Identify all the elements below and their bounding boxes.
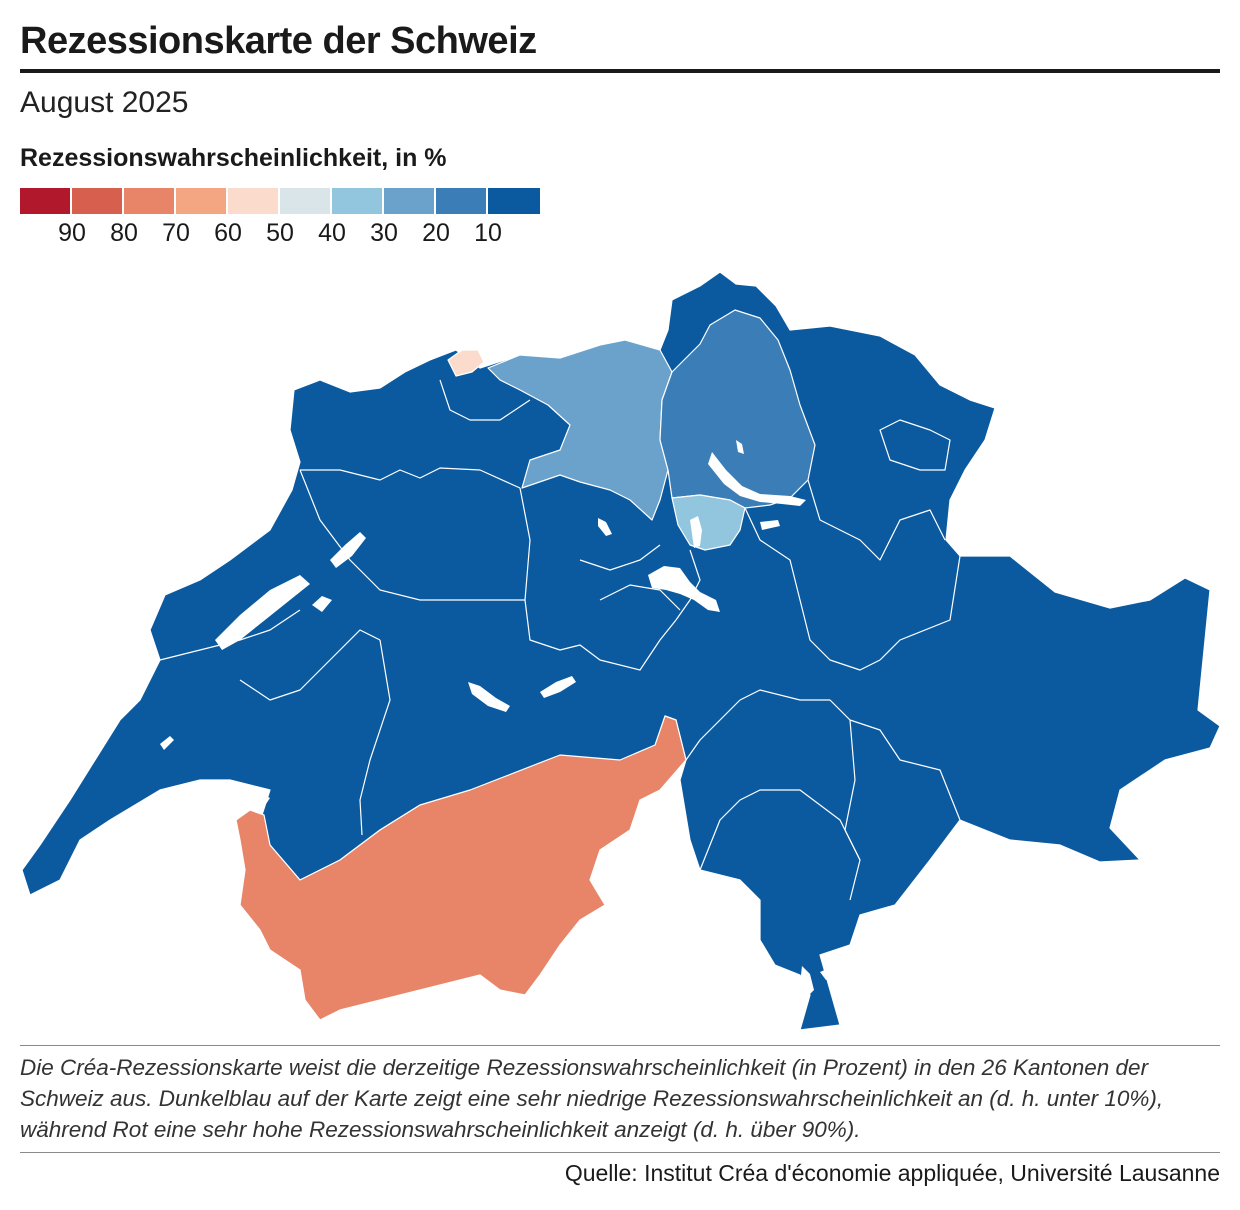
legend-swatch-10-20 <box>436 188 488 214</box>
lake-murten <box>312 596 332 612</box>
lake-biel <box>330 532 366 568</box>
legend-swatch-90-100 <box>20 188 72 214</box>
note-top-rule <box>20 1045 1220 1046</box>
region-zurich <box>659 309 816 509</box>
lake-sempach <box>598 518 612 536</box>
legend-swatch-0-10 <box>488 188 540 214</box>
legend-swatch-80-90 <box>72 188 124 214</box>
lake-brienz <box>540 676 576 698</box>
legend-label: 90 <box>58 219 86 247</box>
region-basel-stadt <box>447 349 485 377</box>
legend-label: 60 <box>214 219 242 247</box>
lake-walen <box>760 520 780 530</box>
legend-label: 30 <box>370 219 398 247</box>
lake-geneva <box>105 785 270 850</box>
lake-thun <box>468 682 510 712</box>
lake-zurich <box>708 452 806 506</box>
legend-labels: 90 80 70 60 50 40 30 20 10 <box>20 216 560 250</box>
region-aargau <box>487 339 673 521</box>
lake-maggiore <box>800 966 814 998</box>
legend-swatch-50-60 <box>228 188 280 214</box>
lakes <box>105 440 840 998</box>
subtitle: August 2025 <box>20 86 189 119</box>
canton-borders <box>159 379 961 901</box>
switzerland-map <box>21 271 1221 1031</box>
legend-label: 10 <box>474 219 502 247</box>
legend-swatch-60-70 <box>176 188 228 214</box>
legend-label: 80 <box>110 219 138 247</box>
lake-zug <box>690 516 702 548</box>
lake-neuchatel <box>215 575 310 650</box>
legend-label: 40 <box>318 219 346 247</box>
legend-swatch-70-80 <box>124 188 176 214</box>
legend-swatch-40-50 <box>280 188 332 214</box>
source-credit: Quelle: Institut Créa d'économie appliqu… <box>564 1160 1220 1186</box>
legend-swatch-20-30 <box>384 188 436 214</box>
note-bottom-rule <box>20 1152 1220 1153</box>
lake-lucerne <box>648 566 720 612</box>
legend-label: 70 <box>162 219 190 247</box>
legend-color-scale <box>20 188 540 214</box>
page-title: Rezessionskarte der Schweiz <box>20 20 537 62</box>
region-switzerland-base <box>21 271 1221 1031</box>
footnote: Die Créa-Rezessionskarte weist die derze… <box>20 1055 1164 1142</box>
lake-joux <box>160 736 174 750</box>
legend-title: Rezessionswahrscheinlichkeit, in % <box>20 144 447 172</box>
title-rule <box>20 69 1220 73</box>
legend-swatch-30-40 <box>332 188 384 214</box>
legend-label: 20 <box>422 219 450 247</box>
region-zug <box>671 494 746 551</box>
lake-lugano <box>820 966 840 980</box>
legend-label: 50 <box>266 219 294 247</box>
region-valais <box>235 715 687 1021</box>
lake-greifensee <box>736 440 744 454</box>
